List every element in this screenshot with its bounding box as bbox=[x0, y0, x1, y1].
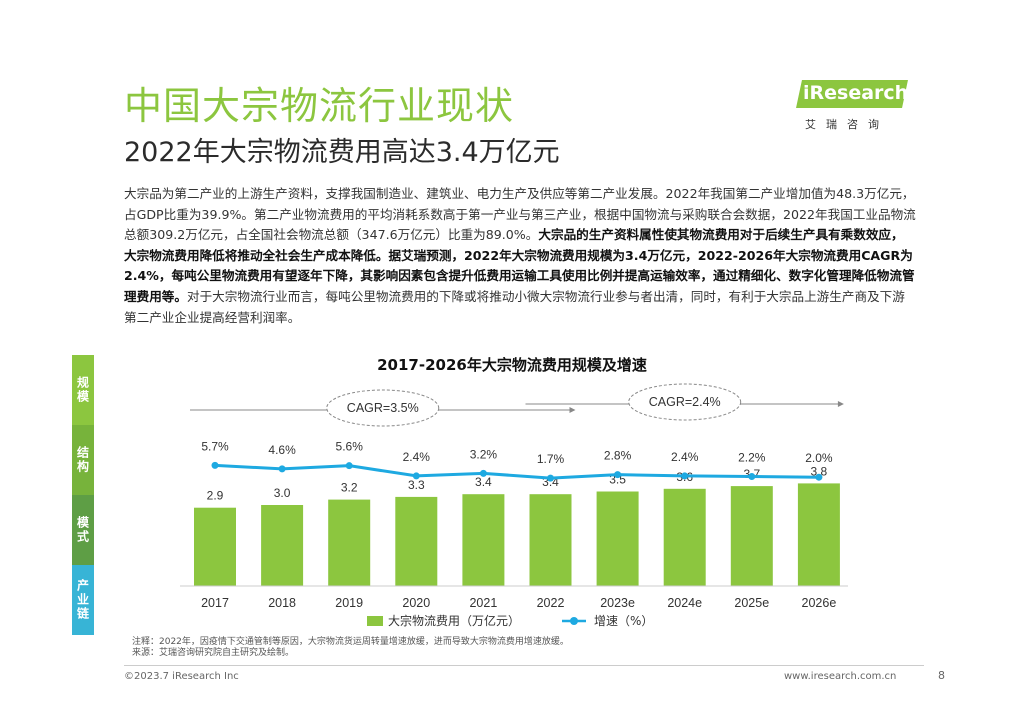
chart: 2.920173.020183.220193.320203.420213.420… bbox=[180, 383, 848, 628]
growth-point-2026e bbox=[815, 473, 823, 481]
growth-point-2019 bbox=[345, 462, 353, 470]
side-tab-industry-chain[interactable]: 产业链 bbox=[72, 565, 94, 635]
growth-point-2017 bbox=[211, 461, 219, 469]
side-tabs: 规模 结构 模式 产业链 bbox=[72, 355, 94, 635]
growth-label-2023e: 2.8% bbox=[604, 449, 632, 463]
bar-2026e bbox=[797, 483, 840, 586]
bar-label-2026e: 3.8 bbox=[811, 464, 828, 478]
side-tab-model[interactable]: 模式 bbox=[72, 495, 94, 565]
growth-point-2025e bbox=[748, 473, 756, 481]
growth-label-2020: 2.4% bbox=[403, 450, 431, 464]
bar-2018 bbox=[261, 505, 304, 586]
bar-2020 bbox=[395, 496, 438, 586]
bar-2017 bbox=[194, 507, 236, 586]
bar-2019 bbox=[328, 499, 371, 586]
growth-label-2019: 5.6% bbox=[336, 440, 364, 454]
logo-cn: 艾瑞咨询 bbox=[805, 118, 889, 131]
website-link[interactable]: www.iresearch.com.cn bbox=[784, 671, 897, 682]
legend-line-marker bbox=[570, 617, 578, 625]
cagr-bubble-0 bbox=[326, 389, 440, 427]
body-text-part1: 大宗品为第二产业的上游生产资料，支撑我国制造业、建筑业、电力生产及供应等第二产业… bbox=[124, 186, 916, 243]
footnote-note: 注释：2022年，因疫情下交通管制等原因，大宗物流货运周转量增速放缓，进而导致大… bbox=[132, 637, 569, 647]
growth-point-2023e bbox=[614, 471, 622, 479]
x-tick-2025e: 2025e bbox=[734, 596, 769, 610]
growth-label-2021: 3.2% bbox=[470, 447, 498, 461]
cagr-label-1: CAGR=2.4% bbox=[649, 395, 721, 409]
iresearch-logo: iResearch 艾瑞咨询 bbox=[795, 80, 911, 142]
x-tick-2017: 2017 bbox=[201, 596, 229, 610]
cagr-arrowhead-0 bbox=[569, 407, 576, 413]
growth-label-2025e: 2.2% bbox=[738, 451, 766, 465]
cagr-label-0: CAGR=3.5% bbox=[347, 401, 419, 415]
bar-2025e bbox=[730, 486, 773, 586]
x-tick-2026e: 2026e bbox=[802, 596, 837, 610]
x-tick-2018: 2018 bbox=[268, 596, 296, 610]
bar-2021 bbox=[462, 494, 505, 586]
x-tick-2024e: 2024e bbox=[667, 596, 702, 610]
growth-point-2021 bbox=[479, 469, 487, 477]
growth-label-2026e: 2.0% bbox=[805, 451, 833, 465]
growth-point-2018 bbox=[278, 465, 286, 473]
copyright: ©2023.7 iResearch Inc bbox=[124, 671, 239, 682]
bar-label-2020: 3.3 bbox=[408, 478, 425, 492]
growth-point-2020 bbox=[412, 472, 420, 480]
bar-2022 bbox=[529, 494, 572, 586]
x-tick-2019: 2019 bbox=[335, 596, 363, 610]
legend-line-label: 增速（%） bbox=[594, 614, 653, 628]
page-number: 8 bbox=[938, 669, 945, 682]
growth-label-2022: 1.7% bbox=[537, 452, 565, 466]
growth-label-2017: 5.7% bbox=[201, 439, 229, 453]
page-subtitle: 2022年大宗物流费用高达3.4万亿元 bbox=[124, 137, 560, 168]
growth-label-2018: 4.6% bbox=[268, 443, 296, 457]
chart-title: 2017-2026年大宗物流费用规模及增速 bbox=[377, 356, 647, 374]
footnote: 注释：2022年，因疫情下交通管制等原因，大宗物流货运周转量增速放缓，进而导致大… bbox=[132, 637, 569, 659]
body-paragraph: 大宗品为第二产业的上游生产资料，支撑我国制造业、建筑业、电力生产及供应等第二产业… bbox=[124, 184, 916, 328]
side-tab-scale[interactable]: 规模 bbox=[72, 355, 94, 425]
logo-brand: iResearch bbox=[803, 82, 909, 104]
cagr-arrowhead-1 bbox=[837, 401, 844, 407]
body-text-part3: 对于大宗物流行业而言，每吨公里物流费用的下降或将推动小微大宗物流行业参与者出清，… bbox=[124, 288, 905, 325]
body-text-bold: 大宗品的生产资料属性使其物流费用对于后续生产具有乘数效应，大宗物流费用降低将推动… bbox=[124, 227, 915, 304]
footnote-source: 来源：艾瑞咨询研究院自主研究及绘制。 bbox=[132, 648, 295, 658]
x-tick-2020: 2020 bbox=[402, 596, 430, 610]
page-title: 中国大宗物流行业现状 bbox=[124, 84, 515, 128]
bar-label-2018: 3.0 bbox=[274, 486, 291, 500]
growth-label-2024e: 2.4% bbox=[671, 450, 699, 464]
legend-bar-label: 大宗物流费用（万亿元） bbox=[388, 613, 520, 628]
bar-2023e bbox=[596, 491, 639, 586]
bar-label-2021: 3.4 bbox=[475, 475, 492, 489]
growth-point-2024e bbox=[681, 472, 689, 480]
legend-bar-swatch bbox=[367, 616, 383, 626]
cagr-bubble-1 bbox=[628, 383, 742, 421]
bar-2024e bbox=[663, 488, 706, 586]
x-tick-2022: 2022 bbox=[537, 596, 565, 610]
growth-point-2022 bbox=[547, 474, 554, 482]
bar-label-2019: 3.2 bbox=[341, 481, 358, 495]
side-tab-structure[interactable]: 结构 bbox=[72, 425, 94, 495]
x-tick-2023e: 2023e bbox=[600, 596, 635, 610]
footer-divider bbox=[124, 665, 924, 666]
growth-line bbox=[214, 463, 819, 480]
x-tick-2021: 2021 bbox=[469, 596, 497, 610]
bar-label-2017: 2.9 bbox=[207, 489, 224, 503]
